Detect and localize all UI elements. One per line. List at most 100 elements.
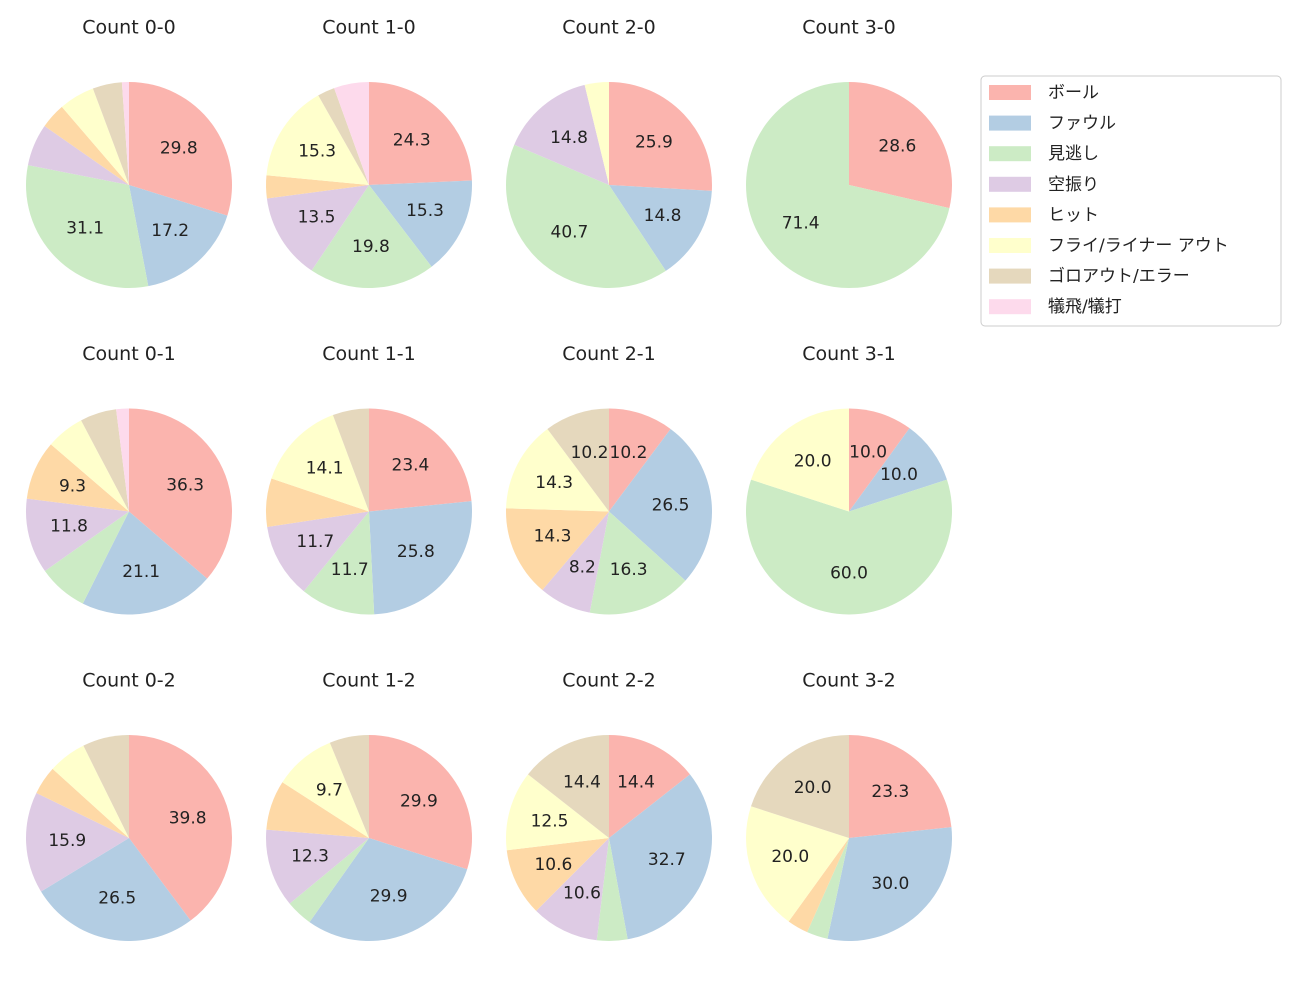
slice-label: 12.5 — [531, 811, 569, 831]
slice-label: 30.0 — [871, 874, 909, 894]
legend-swatch — [989, 176, 1031, 192]
chart-title: Count 1-0 — [322, 17, 416, 39]
slice-label: 12.3 — [291, 847, 329, 867]
pie-slice — [746, 82, 950, 288]
pie-slice — [369, 501, 472, 615]
pie-slice — [807, 838, 849, 939]
pie-slice — [50, 420, 130, 512]
slice-label: 60.0 — [830, 563, 868, 583]
slice-label: 15.3 — [406, 201, 444, 221]
pie-slice — [25, 792, 129, 892]
legend-swatch — [989, 238, 1031, 253]
pie-slice — [547, 408, 609, 512]
chart-title: Count 3-0 — [802, 17, 896, 39]
slice-label: 14.8 — [644, 206, 682, 226]
chart-title: Count 2-1 — [562, 343, 656, 365]
pie-slice — [849, 428, 947, 512]
legend-label: 見逃し — [1048, 144, 1099, 164]
pie-slice — [82, 511, 208, 615]
slice-label: 14.4 — [563, 772, 601, 792]
pie-slice — [332, 408, 369, 512]
slice-label: 11.8 — [50, 516, 88, 536]
pie-slice — [44, 106, 129, 185]
pie-slice — [528, 735, 609, 838]
legend-label: ヒット — [1048, 205, 1099, 225]
chart-title: Count 0-1 — [82, 343, 176, 365]
pie-slice — [61, 88, 129, 185]
pie-slice — [329, 735, 369, 838]
pie-slice — [266, 185, 369, 271]
legend-label: ゴロアウト/エラー — [1048, 266, 1190, 287]
pie-slice — [506, 508, 609, 591]
slice-label: 10.0 — [880, 465, 918, 485]
pie-slice — [267, 511, 369, 592]
slice-label: 11.7 — [296, 532, 334, 552]
slice-label: 10.6 — [563, 884, 601, 904]
legend-swatch — [989, 115, 1031, 131]
slice-label: 14.1 — [306, 458, 344, 478]
slice-label: 36.3 — [166, 476, 204, 496]
pie-slice — [271, 415, 369, 512]
slice-label: 71.4 — [782, 213, 820, 233]
slice-label: 9.7 — [316, 781, 343, 801]
slice-label: 40.7 — [551, 222, 589, 242]
slice-label: 31.1 — [66, 219, 104, 239]
pie-slice — [751, 408, 849, 512]
pie-slice — [609, 185, 712, 271]
slice-label: 14.3 — [535, 473, 573, 493]
legend-label: フライ/ライナー アウト — [1048, 236, 1229, 256]
pie-slice — [827, 827, 953, 941]
pie-slice — [266, 175, 369, 199]
pie-slice — [303, 511, 375, 615]
pie-slice — [289, 838, 369, 923]
slice-label: 16.3 — [610, 560, 648, 580]
slice-label: 14.4 — [617, 772, 655, 792]
pie-slice — [44, 511, 130, 604]
slice-label: 15.3 — [298, 141, 336, 161]
slice-label: 14.8 — [550, 128, 588, 148]
pie-slice — [36, 768, 129, 838]
pie-slice — [609, 408, 671, 512]
pie-slice — [334, 82, 369, 185]
pie-slice — [129, 82, 232, 216]
pie-slice — [584, 82, 609, 185]
pie-slice — [506, 774, 609, 851]
legend-label: 犠飛/犠打 — [1048, 297, 1122, 317]
legend-swatch — [989, 268, 1031, 284]
slice-label: 11.7 — [331, 560, 369, 580]
chart-title: Count 3-1 — [802, 343, 896, 365]
pie-slice — [369, 180, 472, 267]
slice-label: 8.2 — [569, 557, 596, 577]
legend-swatch — [989, 85, 1031, 100]
pie-slice — [311, 185, 432, 288]
pie-slice — [849, 735, 952, 838]
pie-slice — [318, 88, 369, 185]
chart-title: Count 0-0 — [82, 17, 176, 39]
pie-slice — [609, 735, 690, 838]
pie-slice — [129, 735, 232, 921]
pie-slice — [266, 95, 369, 185]
pie-slice — [849, 82, 952, 209]
slice-label: 23.3 — [871, 782, 909, 802]
chart-title: Count 1-1 — [322, 343, 416, 365]
legend-box — [980, 75, 1282, 327]
pie-slice — [52, 745, 129, 838]
pie-slice — [746, 479, 952, 615]
legend-label: ファウル — [1048, 114, 1116, 134]
legend-swatch — [989, 299, 1031, 315]
pie-slice — [609, 82, 712, 191]
slice-label: 39.8 — [169, 809, 207, 829]
pie-slice — [26, 444, 129, 512]
pie-slice — [609, 774, 712, 940]
pie-slice — [116, 408, 129, 512]
pie-slice — [589, 511, 686, 615]
pie-slice — [788, 838, 849, 933]
slice-label: 32.7 — [648, 850, 686, 870]
slice-label: 10.2 — [610, 443, 648, 463]
pie-slice — [596, 838, 628, 941]
pie-slice — [751, 735, 849, 838]
slice-label: 29.8 — [160, 138, 198, 158]
legend-label: 空振り — [1048, 175, 1099, 195]
slice-label: 20.0 — [771, 847, 809, 867]
